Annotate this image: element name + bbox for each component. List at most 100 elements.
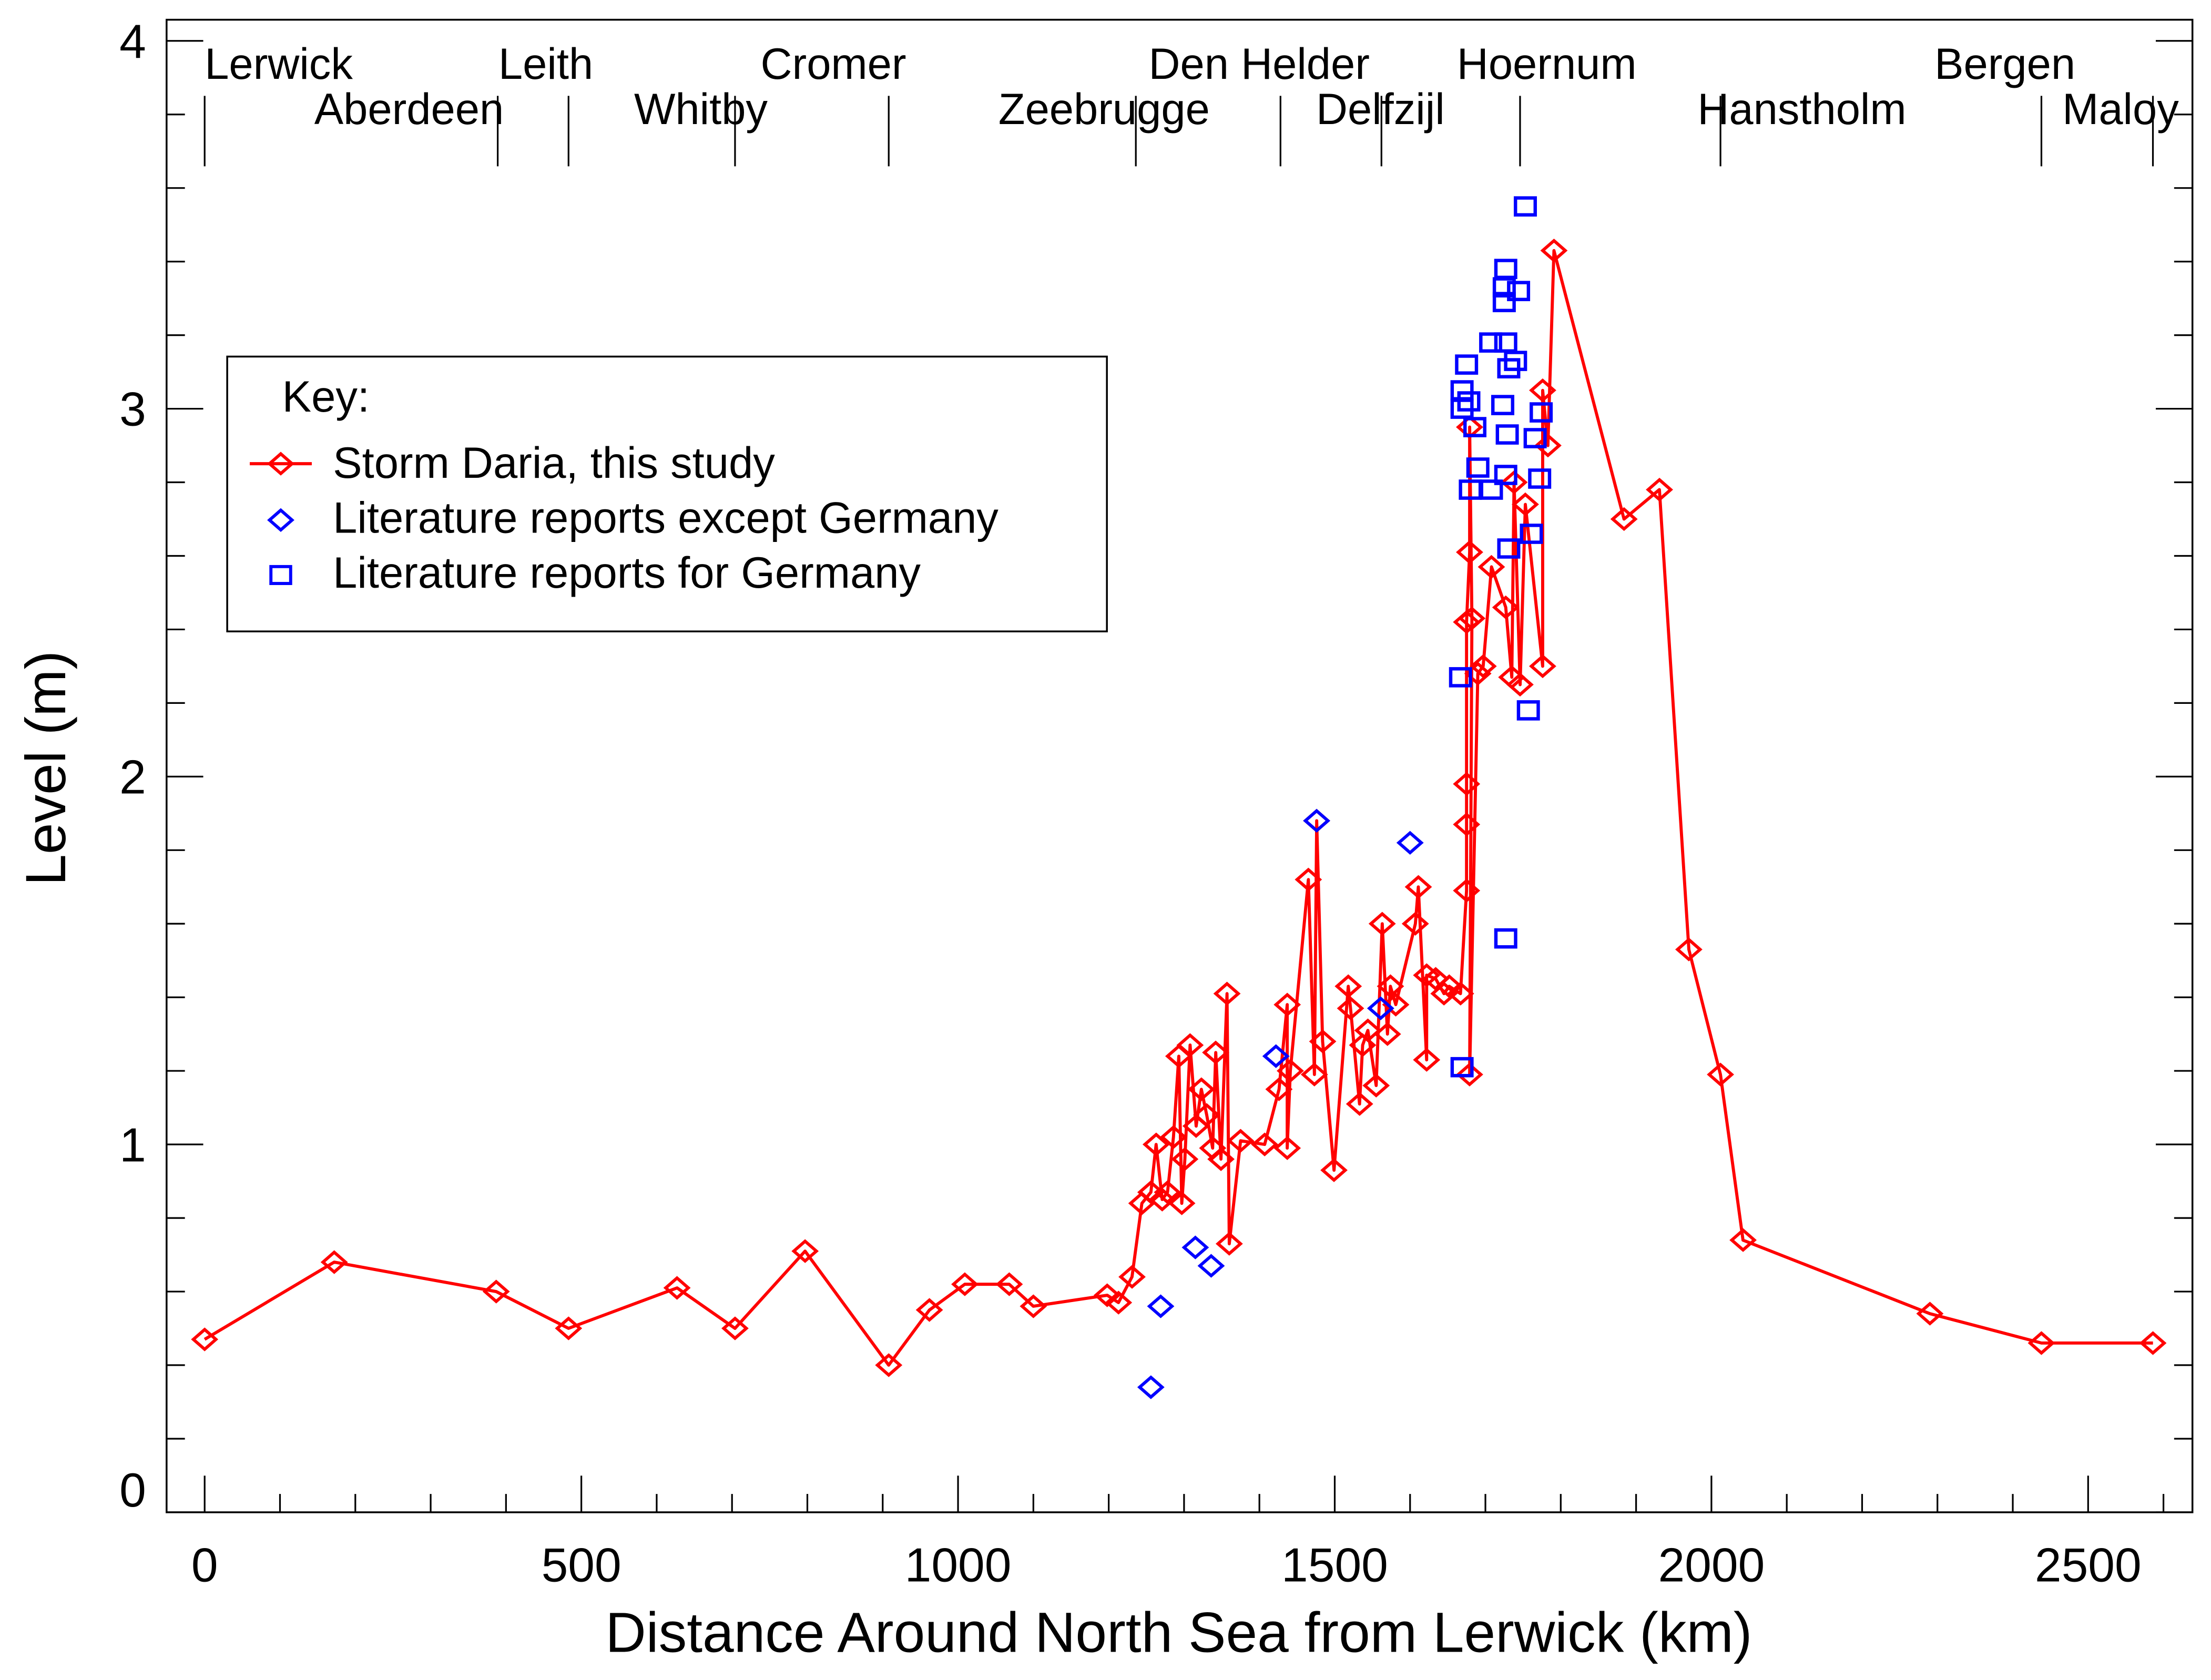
data-point-diamond <box>1265 1077 1293 1101</box>
data-point-diamond <box>1453 878 1481 903</box>
data-point-diamond <box>1435 974 1463 998</box>
data-point-square <box>1450 1057 1474 1078</box>
data-point-diamond <box>1529 378 1556 403</box>
data-point-diamond <box>1303 808 1331 833</box>
data-point-diamond <box>1295 867 1322 892</box>
series-2 <box>1449 196 1553 1078</box>
x-tick-label: 500 <box>542 1538 621 1592</box>
data-point-diamond <box>1456 1062 1483 1087</box>
data-point-diamond <box>1147 1294 1175 1318</box>
data-point-diamond <box>1377 974 1404 998</box>
x-tick-label: 2500 <box>2035 1538 2142 1592</box>
station-label: Cromer <box>761 39 906 88</box>
station-label: Whitby <box>634 85 768 134</box>
data-point-square <box>1513 196 1537 217</box>
data-point-diamond <box>1373 1022 1401 1046</box>
data-point-diamond <box>1456 540 1483 565</box>
data-point-diamond <box>191 1327 219 1351</box>
station-label: Maloy <box>2062 85 2179 134</box>
data-point-square <box>1497 358 1521 378</box>
legend-diamond-blue-icon <box>267 508 294 532</box>
data-point-square <box>1466 457 1490 478</box>
data-point-diamond <box>1382 992 1410 1017</box>
data-point-diamond <box>1207 1147 1235 1171</box>
data-point-diamond <box>1176 1033 1204 1057</box>
data-point-diamond <box>1148 1187 1176 1212</box>
station-label: Hanstholm <box>1697 85 1906 134</box>
data-point-diamond <box>1215 1232 1243 1256</box>
data-point-diamond <box>1273 992 1301 1017</box>
data-point-diamond <box>1334 974 1362 998</box>
data-point-diamond <box>1506 672 1534 697</box>
axis-ticks <box>166 40 2193 1513</box>
data-point-square <box>1449 667 1472 688</box>
legend-entry-except-germany: Literature reports except Germany <box>333 493 998 542</box>
x-tick-label: 2000 <box>1658 1538 1765 1592</box>
data-point-diamond <box>1453 772 1481 796</box>
data-point-diamond <box>1368 911 1396 936</box>
data-point-diamond <box>1396 831 1424 855</box>
series-line <box>203 249 2153 1367</box>
data-point-square <box>1528 468 1552 489</box>
data-point-diamond <box>1309 1029 1337 1053</box>
data-point-diamond <box>1251 1132 1279 1156</box>
data-point-square <box>1450 380 1474 401</box>
data-point-diamond <box>1105 1290 1133 1315</box>
data-point-diamond <box>1492 595 1520 620</box>
station-label: Lerwick <box>205 39 353 88</box>
y-tick-label: 2 <box>119 751 146 804</box>
data-point-diamond <box>663 1276 691 1300</box>
data-point-diamond <box>555 1316 583 1340</box>
data-point-square <box>1495 424 1519 445</box>
data-point-square <box>1497 538 1521 559</box>
data-point-square <box>1492 292 1516 312</box>
data-point-diamond <box>1137 1375 1165 1399</box>
data-point-diamond <box>1227 1129 1255 1153</box>
legend: Key: Storm Daria, this study Literature … <box>226 355 1108 632</box>
data-point-square <box>1520 524 1543 544</box>
data-point-diamond <box>1093 1283 1121 1307</box>
y-tick-label: 0 <box>119 1463 146 1517</box>
data-point-diamond <box>915 1298 943 1322</box>
data-point-diamond <box>951 1272 979 1296</box>
data-point-diamond <box>1320 1158 1348 1182</box>
legend-box <box>226 355 1108 632</box>
data-point-diamond <box>1181 1235 1209 1259</box>
data-point-diamond <box>1118 1265 1146 1289</box>
data-point-square <box>1494 259 1517 279</box>
y-tick-label: 3 <box>119 383 146 436</box>
data-point-diamond <box>1729 1228 1757 1252</box>
data-point-diamond <box>1202 1040 1230 1064</box>
data-point-diamond <box>1534 433 1562 458</box>
data-point-diamond <box>1193 1103 1220 1127</box>
data-series <box>191 196 2167 1399</box>
data-point-diamond <box>791 1239 819 1263</box>
data-point-diamond <box>1478 555 1505 579</box>
series-0 <box>191 238 2167 1377</box>
data-point-diamond <box>1610 507 1638 531</box>
data-point-diamond <box>1168 1191 1196 1215</box>
y-tick-label: 1 <box>119 1118 146 1172</box>
station-label: Den Helder <box>1149 39 1370 88</box>
data-point-diamond <box>320 1250 348 1274</box>
data-point-diamond <box>1404 875 1432 899</box>
legend-square-blue-icon <box>269 565 292 585</box>
data-point-square <box>1507 281 1531 301</box>
data-point-square <box>1455 354 1479 375</box>
data-point-square <box>1494 465 1517 485</box>
x-axis-label: Distance Around North Sea from Lerwick (… <box>605 1601 1752 1664</box>
series-1 <box>1137 808 1424 1399</box>
data-point-diamond <box>1453 812 1481 837</box>
data-point-square <box>1494 332 1517 353</box>
data-point-diamond <box>1540 238 1568 263</box>
data-point-square <box>1530 402 1553 423</box>
data-point-diamond <box>1500 470 1528 495</box>
data-point-diamond <box>1197 1254 1225 1278</box>
data-point-diamond <box>1646 477 1673 502</box>
data-point-diamond <box>1300 1062 1328 1087</box>
x-tick-label: 1500 <box>1281 1538 1388 1592</box>
data-point-diamond <box>1354 1018 1382 1042</box>
station-label: Zeebrugge <box>998 85 1210 134</box>
data-point-diamond <box>1337 996 1364 1020</box>
data-point-diamond <box>1401 911 1429 936</box>
